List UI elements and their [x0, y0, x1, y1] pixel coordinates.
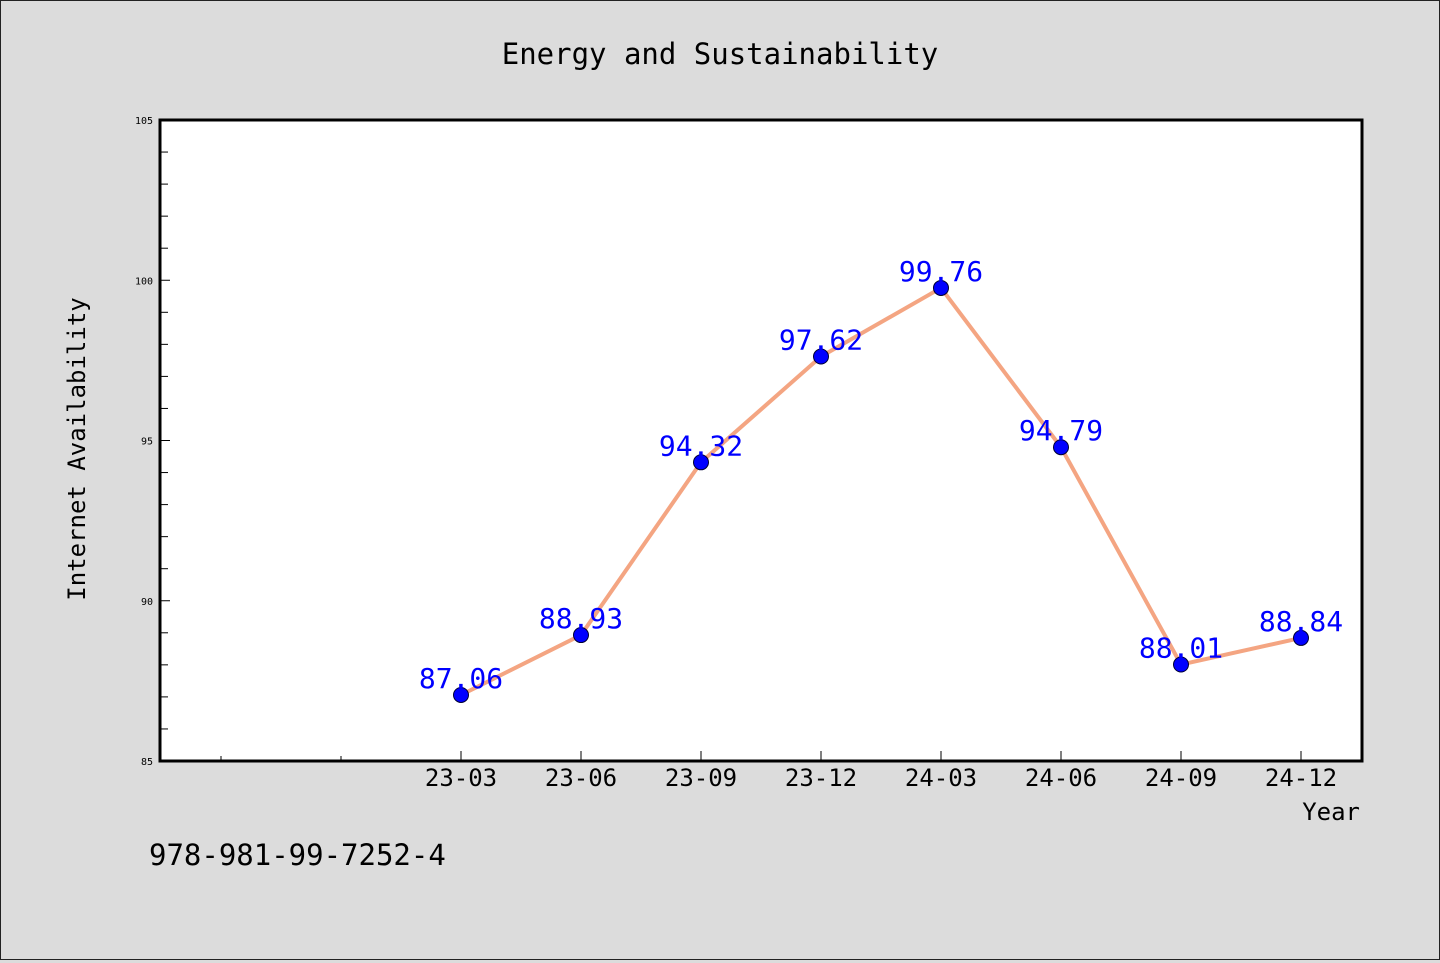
data-point	[573, 627, 589, 644]
footer-isbn: 978-981-99-7252-4	[149, 838, 446, 872]
data-point	[933, 279, 949, 296]
series-markers	[453, 279, 1309, 703]
x-tick-label: 24-12	[1265, 764, 1337, 792]
data-labels: 87.06 88.93 94.32 97.62 99.76 94.79 88.01 88.84	[419, 255, 1343, 695]
data-point	[1173, 656, 1189, 673]
data-point	[1053, 439, 1069, 456]
x-axis-label: Year	[1302, 798, 1360, 826]
series-line	[460, 285, 1302, 697]
x-axis-ticks: 23-03 23-06 23-09 23-12 24-03 24-06 24-09 24-12	[220, 751, 1337, 792]
data-point	[813, 348, 829, 365]
x-tick-label: 24-06	[1025, 764, 1097, 792]
data-label: 88.84	[1259, 605, 1343, 638]
y-tick-label: 85	[141, 757, 153, 768]
data-label: 88.93	[539, 602, 623, 635]
y-axis-label: Internet Availability	[63, 297, 91, 600]
plot-area	[158, 118, 1364, 763]
data-point	[1293, 629, 1309, 646]
y-axis-ticks: 85 90 95 100 105	[135, 116, 170, 768]
data-label: 97.62	[779, 324, 863, 357]
data-point	[693, 454, 709, 471]
chart-title: Energy and Sustainability	[502, 37, 939, 71]
x-tick-label: 23-03	[425, 764, 497, 792]
series-line-group	[460, 285, 1302, 697]
x-tick-label: 24-09	[1145, 764, 1217, 792]
y-tick-label: 100	[135, 276, 153, 287]
data-label: 99.76	[899, 255, 983, 288]
data-point	[453, 686, 469, 703]
x-tick-label: 23-06	[545, 764, 617, 792]
data-label: 87.06	[419, 662, 503, 695]
data-label: 94.32	[659, 429, 743, 462]
x-tick-label: 24-03	[905, 764, 977, 792]
x-tick-label: 23-12	[785, 764, 857, 792]
y-tick-label: 95	[141, 437, 153, 448]
data-label: 94.79	[1019, 414, 1103, 447]
y-tick-label: 105	[135, 116, 153, 127]
x-tick-label: 23-09	[665, 764, 737, 792]
y-tick-label: 90	[141, 597, 153, 608]
data-label: 88.01	[1139, 632, 1223, 665]
